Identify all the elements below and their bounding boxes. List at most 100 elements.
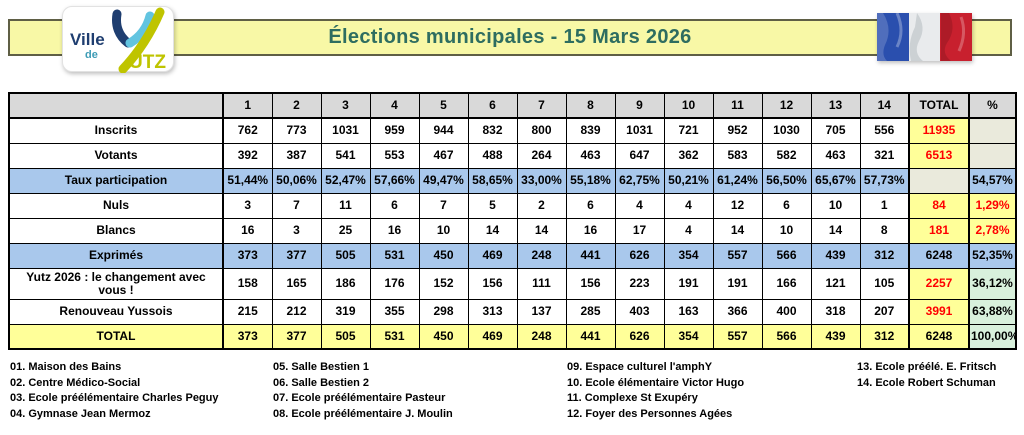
data-cell: 354 <box>663 323 714 350</box>
data-cell: 647 <box>614 142 665 169</box>
data-cell: 557 <box>712 323 763 350</box>
data-cell: 5 <box>467 192 518 219</box>
data-cell: 531 <box>369 323 420 350</box>
data-cell: 557 <box>712 242 763 269</box>
table-header-row: 1 2 3 4 5 6 7 8 9 10 11 12 13 14 TOTAL% <box>8 92 1017 119</box>
bureau-column-header: 11 <box>712 92 763 119</box>
data-cell: 215 <box>222 298 273 325</box>
bureau-column-header: 1 <box>222 92 273 119</box>
data-cell: 944 <box>418 117 469 144</box>
data-cell: 165 <box>271 267 322 300</box>
data-cell: 6 <box>761 192 812 219</box>
data-cell: 450 <box>418 323 469 350</box>
total-cell: 84 <box>908 192 970 219</box>
data-cell: 14 <box>810 217 861 244</box>
data-cell: 839 <box>565 117 616 144</box>
data-cell: 366 <box>712 298 763 325</box>
data-cell: 531 <box>369 242 420 269</box>
data-cell: 959 <box>369 117 420 144</box>
data-cell: 166 <box>761 267 812 300</box>
data-cell: 403 <box>614 298 665 325</box>
data-cell: 105 <box>859 267 910 300</box>
data-cell: 57,66% <box>369 167 420 194</box>
data-cell: 62,75% <box>614 167 665 194</box>
legend-item: 03. Ecole préélémentaire Charles Peguy <box>10 392 219 404</box>
data-cell: 163 <box>663 298 714 325</box>
data-cell: 6 <box>565 192 616 219</box>
data-cell: 49,47% <box>418 167 469 194</box>
table-row: Votants 392 387 541 553 467 488 264 463 647 362 583… <box>8 142 1017 169</box>
data-cell: 469 <box>467 323 518 350</box>
table-row: Inscrits 762 773 1031 959 944 832 800 839 1031 721… <box>8 117 1017 144</box>
bureau-column-header: 5 <box>418 92 469 119</box>
data-cell: 1030 <box>761 117 812 144</box>
data-cell: 373 <box>222 323 273 350</box>
pct-cell: 1,29% <box>968 192 1017 219</box>
french-flag-icon <box>877 13 972 61</box>
data-cell: 58,65% <box>467 167 518 194</box>
row-label: Exprimés <box>8 242 224 269</box>
data-cell: 721 <box>663 117 714 144</box>
data-cell: 312 <box>859 323 910 350</box>
data-cell: 1031 <box>320 117 371 144</box>
data-cell: 10 <box>418 217 469 244</box>
legend-item: 11. Complexe St Exupéry <box>567 392 698 404</box>
data-cell: 463 <box>810 142 861 169</box>
table-row: Nuls 3 7 11 6 7 5 2 6 4 4 12 6 10 1 84 1,29% <box>8 192 1017 219</box>
data-cell: 50,21% <box>663 167 714 194</box>
city-logo: Ville de UTZ <box>62 6 174 73</box>
data-cell: 1 <box>859 192 910 219</box>
data-cell: 392 <box>222 142 273 169</box>
row-label: Renouveau Yussois <box>8 298 224 325</box>
data-cell: 14 <box>712 217 763 244</box>
data-cell: 10 <box>761 217 812 244</box>
row-label: Yutz 2026 : le changement avec vous ! <box>8 267 224 300</box>
data-cell: 439 <box>810 242 861 269</box>
data-cell: 354 <box>663 242 714 269</box>
legend-item: 12. Foyer des Personnes Agées <box>567 407 733 420</box>
svg-text:UTZ: UTZ <box>129 52 166 73</box>
row-label: TOTAL <box>8 323 224 350</box>
data-cell: 121 <box>810 267 861 300</box>
data-cell: 57,73% <box>859 167 910 194</box>
data-cell: 387 <box>271 142 322 169</box>
data-cell: 55,18% <box>565 167 616 194</box>
total-cell: 6513 <box>908 142 970 169</box>
pct-cell: 52,35% <box>968 242 1017 269</box>
data-cell: 152 <box>418 267 469 300</box>
data-cell: 16 <box>565 217 616 244</box>
svg-text:de: de <box>85 49 98 61</box>
legend-column: 13. Ecole préélé. E. Fritsch 14. Ecole Ro… <box>857 360 1017 422</box>
legend-item: 05. Salle Bestien 1 <box>273 361 369 373</box>
bureau-column-header: 14 <box>859 92 910 119</box>
data-cell: 264 <box>516 142 567 169</box>
page-title: Élections municipales - 15 Mars 2026 <box>328 26 692 48</box>
svg-text:Ville: Ville <box>70 30 105 49</box>
pct-cell <box>968 117 1017 144</box>
data-cell: 800 <box>516 117 567 144</box>
data-cell: 566 <box>761 242 812 269</box>
bureau-column-header: 4 <box>369 92 420 119</box>
data-cell: 450 <box>418 242 469 269</box>
data-cell: 186 <box>320 267 371 300</box>
header-banner: Élections municipales - 15 Mars 2026 <box>8 19 1012 56</box>
data-cell: 441 <box>565 242 616 269</box>
data-cell: 56,50% <box>761 167 812 194</box>
row-label: Nuls <box>8 192 224 219</box>
pct-cell: 100,00% <box>968 323 1017 350</box>
legend-column: 05. Salle Bestien 1 06. Salle Bestien 2 07… <box>273 360 567 422</box>
pct-cell: 2,78% <box>968 217 1017 244</box>
data-cell: 505 <box>320 323 371 350</box>
data-cell: 626 <box>614 323 665 350</box>
results-table: 1 2 3 4 5 6 7 8 9 10 11 12 13 14 TOTAL% Inscrits 762 773… <box>8 92 1017 351</box>
data-cell: 400 <box>761 298 812 325</box>
data-cell: 16 <box>369 217 420 244</box>
legend-item: 01. Maison des Bains <box>10 361 122 373</box>
data-cell: 2 <box>516 192 567 219</box>
data-cell: 6 <box>369 192 420 219</box>
table-row: Exprimés 373 377 505 531 450 469 248 441 626 354 55… <box>8 242 1017 269</box>
data-cell: 248 <box>516 242 567 269</box>
data-cell: 207 <box>859 298 910 325</box>
corner-cell <box>8 92 224 119</box>
pct-cell: 36,12% <box>968 267 1017 300</box>
